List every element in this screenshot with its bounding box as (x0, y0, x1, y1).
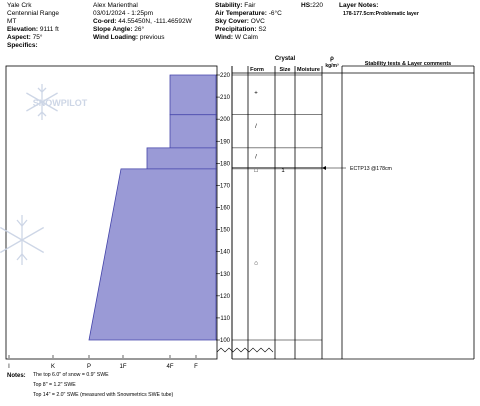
wind-loading-value: previous (139, 34, 165, 41)
elevation-row: Elevation: 9111 ft (7, 26, 59, 34)
hs-value: 220 (312, 2, 324, 9)
aspect-label: Aspect: (7, 34, 31, 41)
hardness-tick-label: 1F (119, 364, 126, 370)
note-line-1: The top 6.0" of snow = 0.9" SWE (33, 372, 109, 378)
stability-test: ECTP13 @178cm (322, 166, 392, 172)
hardness-tick-label: 4F (166, 364, 173, 370)
note-line-2: Top 8" = 1.2" SWE (33, 382, 76, 388)
wind-row: Wind: W Calm (215, 34, 258, 42)
hardness-tick-label: F (194, 364, 198, 370)
height-tick-label: 170 (220, 183, 231, 189)
form-header: Form (250, 67, 264, 73)
arrow-icon (322, 166, 326, 170)
crystal-form-mark: / (255, 124, 257, 130)
crystal-form-mark: ⌂ (254, 261, 258, 267)
notes-label: Notes: (7, 373, 26, 379)
height-tick-label: 100 (220, 338, 231, 344)
height-tick-label: 130 (220, 272, 231, 278)
crystal-form-mark: + (254, 91, 258, 97)
hardness-layer-2 (169, 114, 217, 149)
stability-label: Stability: (215, 2, 243, 9)
height-tick-label: 160 (220, 206, 231, 212)
crystal-header: Crystal (275, 56, 296, 62)
slope-label: Slope Angle: (93, 26, 133, 33)
crystal-size-mark: 1 (281, 168, 285, 174)
aspect-value: 75° (32, 34, 43, 41)
elevation-value: 9111 ft (39, 26, 59, 33)
sky-label: Sky Cover: (215, 18, 249, 25)
sky-row: Sky Cover: OVC (215, 18, 265, 26)
precip-label: Precipitation: (215, 26, 257, 33)
hardness-layers (88, 74, 217, 341)
slope-value: 26° (134, 26, 145, 33)
note-line-3: Top 14" = 2.0" SWE (measured with Snowme… (33, 392, 174, 398)
height-tick-label: 200 (220, 117, 231, 123)
air-temp-value: -6°C (268, 10, 282, 17)
hardness-layer-1 (169, 74, 217, 116)
crystal-table: Crystal Form Size Moisture ρ kg/m³ Stabi… (231, 56, 475, 360)
air-temp-label: Air Temperature: (215, 10, 267, 17)
height-tick-label: 210 (220, 95, 231, 101)
coord-label: Co-ord: (93, 18, 117, 25)
comments-header: Stability tests & Layer comments (365, 61, 452, 67)
height-tick-label: 180 (220, 161, 231, 167)
height-tick-label: 120 (220, 294, 231, 300)
stability-row: Stability: Fair (215, 2, 256, 10)
height-tick-label: 140 (220, 250, 231, 256)
sky-value: OVC (250, 18, 265, 25)
stability-test-result: ECTP13 @178cm (350, 166, 392, 172)
snowpilot-watermark: SNOWPILOT (0, 84, 88, 265)
layer-notes-value: 178-177.5cm:Problematic layer (343, 11, 419, 17)
crystal-form-mark: □ (254, 168, 258, 174)
hs-label: HS: (301, 2, 313, 9)
snowflake-icon-large (0, 215, 45, 265)
precip-value: S2 (258, 26, 267, 33)
date-time: 03/01/2024 - 1:25pm (93, 10, 153, 17)
wind-loading-label: Wind Loading: (93, 34, 139, 41)
elevation-label: Elevation: (7, 26, 39, 33)
hardness-tick-label: I (8, 364, 10, 370)
crystal-marks: + / / □ 1 ⌂ (254, 91, 285, 267)
density-unit: kg/m³ (325, 63, 339, 69)
coord-value: 44.55450N, -111.46592W (118, 18, 192, 25)
aspect-row: Aspect: 75° (7, 34, 43, 42)
location-name: Yale Crk (7, 2, 32, 9)
hardness-layer-3 (146, 147, 217, 170)
height-axis: 220 210 200 190 180 170 160 150 140 130 120 110 100 (216, 73, 274, 353)
height-tick-label: 190 (220, 139, 231, 145)
snowflake-icon (26, 84, 58, 120)
axis-break-icon (216, 347, 274, 353)
wind-label: Wind: (215, 34, 233, 41)
layer-notes-label: Layer Notes: (339, 2, 379, 9)
slope-row: Slope Angle: 26° (93, 26, 145, 34)
stability-value: Fair (244, 2, 256, 9)
wind-value: W Calm (234, 34, 258, 41)
air-temp-row: Air Temperature: -6°C (215, 10, 282, 18)
hs-row: HS:220 (301, 2, 324, 10)
coord-row: Co-ord: 44.55450N, -111.46592W (93, 18, 192, 26)
range-name: Centennial Range (7, 10, 60, 17)
density-symbol: ρ (330, 56, 334, 62)
wind-loading-row: Wind Loading: previous (93, 34, 165, 42)
crystal-form-mark: / (255, 155, 257, 161)
moisture-header: Moisture (297, 67, 320, 73)
height-tick-label: 220 (220, 73, 231, 79)
height-tick-label: 110 (220, 316, 230, 322)
hardness-axis: I K P 1F 4F F (8, 355, 198, 370)
precip-row: Precipitation: S2 (215, 26, 267, 34)
watermark-text: SNOWPILOT (33, 98, 88, 108)
size-header: Size (279, 67, 290, 73)
hardness-tick-label: P (87, 364, 91, 370)
height-tick-label: 150 (220, 228, 231, 234)
layer-boundaries (232, 74, 322, 341)
state-name: MT (7, 18, 17, 25)
specifics-label: Specifics: (7, 42, 38, 49)
observer-name: Alex Marienthal (93, 2, 138, 9)
hardness-tick-label: K (51, 364, 55, 370)
